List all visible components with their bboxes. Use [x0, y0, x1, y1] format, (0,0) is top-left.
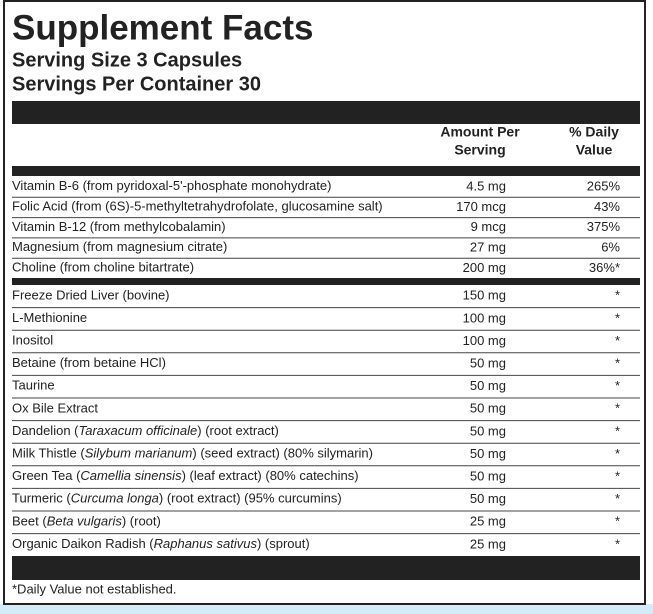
name-part: Ox Bile Extract — [12, 401, 98, 416]
daily-value: * — [615, 446, 620, 461]
ingredient-name: Freeze Dried Liver (bovine) — [12, 288, 170, 303]
footnote: *Daily Value not established. — [12, 581, 177, 596]
name-part: Green Tea ( — [12, 469, 81, 484]
daily-value: * — [615, 491, 620, 506]
daily-value: 265% — [587, 179, 621, 194]
name-part: Beta vulgaris — [47, 514, 123, 529]
amount: 50 mg — [470, 446, 506, 461]
daily-value: * — [615, 514, 620, 529]
ingredient-name: Green Tea (Camellia sinensis) (leaf extr… — [12, 469, 359, 484]
thick-bar — [12, 166, 640, 176]
daily-value: * — [615, 536, 620, 551]
title: Supplement Facts — [12, 8, 313, 47]
name-part: Taraxacum officinale — [79, 423, 198, 438]
column-header: Value — [576, 142, 613, 158]
name-part: Dandelion ( — [12, 423, 79, 438]
amount: 50 mg — [470, 378, 506, 393]
daily-value: * — [615, 288, 620, 303]
ingredient-name: Vitamin B-12 (from methylcobalamin) — [12, 219, 226, 234]
name-part: Milk Thistle ( — [12, 446, 85, 461]
ingredient-name: Beet (Beta vulgaris) (root) — [12, 514, 161, 529]
amount: 100 mg — [463, 310, 506, 325]
thick-bar — [12, 278, 640, 285]
servings-per-container: Servings Per Container 30 — [12, 73, 261, 95]
daily-value: * — [615, 356, 620, 371]
column-header: % Daily — [569, 124, 619, 140]
ingredient-name: L-Methionine — [12, 310, 87, 325]
name-part: Organic Daikon Radish ( — [12, 536, 154, 551]
amount: 50 mg — [470, 491, 506, 506]
amount: 50 mg — [470, 423, 506, 438]
amount: 170 mcg — [456, 199, 506, 214]
ingredient-name: Organic Daikon Radish (Raphanus sativus)… — [12, 536, 310, 551]
amount: 150 mg — [463, 288, 506, 303]
name-part: Freeze Dried Liver (bovine) — [12, 288, 170, 303]
daily-value: 36%* — [589, 260, 620, 275]
name-part: Vitamin B-12 (from methylcobalamin) — [12, 219, 226, 234]
ingredient-name: Inositol — [12, 333, 53, 348]
amount: 200 mg — [463, 260, 506, 275]
name-part: Taurine — [12, 378, 55, 393]
amount: 25 mg — [470, 536, 506, 551]
name-part: Turmeric ( — [12, 491, 71, 506]
name-part: ) (root extract) — [197, 423, 279, 438]
daily-value: 6% — [601, 239, 620, 254]
name-part: Camellia sinensis — [80, 469, 182, 484]
ingredient-name: Vitamin B-6 (from pyridoxal-5'-phosphate… — [12, 179, 331, 194]
amount: 100 mg — [463, 333, 506, 348]
name-part: Inositol — [12, 333, 53, 348]
daily-value: * — [615, 333, 620, 348]
name-part: Beet ( — [12, 514, 47, 529]
ingredient-name: Ox Bile Extract — [12, 401, 98, 416]
background-strip — [0, 604, 653, 614]
daily-value: * — [615, 401, 620, 416]
ingredient-name: Milk Thistle (Silybum marianum) (seed ex… — [12, 446, 373, 461]
serving-size: Serving Size 3 Capsules — [12, 49, 242, 71]
daily-value: 375% — [587, 219, 621, 234]
thick-bar — [12, 101, 640, 124]
name-part: Choline (from choline bitartrate) — [12, 260, 194, 275]
ingredient-name: Betaine (from betaine HCl) — [12, 356, 166, 371]
name-part: Betaine (from betaine HCl) — [12, 356, 166, 371]
name-part: ) (leaf extract) (80% catechins) — [182, 469, 359, 484]
amount: 27 mg — [470, 239, 506, 254]
name-part: Vitamin B-6 (from pyridoxal-5'-phosphate… — [12, 179, 331, 194]
name-part: ) (sprout) — [257, 536, 310, 551]
ingredient-name: Taurine — [12, 378, 55, 393]
ingredient-name: Choline (from choline bitartrate) — [12, 260, 194, 275]
daily-value: * — [615, 423, 620, 438]
daily-value: * — [615, 469, 620, 484]
amount: 50 mg — [470, 469, 506, 484]
daily-value: * — [615, 310, 620, 325]
name-part: Magnesium (from magnesium citrate) — [12, 239, 227, 254]
name-part: L-Methionine — [12, 310, 87, 325]
ingredient-name: Magnesium (from magnesium citrate) — [12, 239, 227, 254]
column-header: Amount Per — [440, 124, 520, 140]
amount: 9 mcg — [471, 219, 506, 234]
name-part: Raphanus sativus — [154, 536, 258, 551]
amount: 50 mg — [470, 356, 506, 371]
name-part: Silybum marianum — [85, 446, 193, 461]
amount: 25 mg — [470, 514, 506, 529]
ingredient-name: Turmeric (Curcuma longa) (root extract) … — [12, 491, 342, 506]
name-part: ) (root extract) (95% curcumins) — [159, 491, 342, 506]
name-part: ) (root) — [122, 514, 161, 529]
daily-value: 43% — [594, 199, 620, 214]
name-part: Folic Acid (from (6S)-5-methyltetrahydro… — [12, 199, 383, 214]
name-part: Curcuma longa — [71, 491, 159, 506]
thick-bar — [12, 556, 640, 580]
ingredient-name: Dandelion (Taraxacum officinale) (root e… — [12, 423, 279, 438]
ingredient-name: Folic Acid (from (6S)-5-methyltetrahydro… — [12, 199, 383, 214]
daily-value: * — [615, 378, 620, 393]
name-part: ) (seed extract) (80% silymarin) — [192, 446, 373, 461]
amount: 4.5 mg — [466, 179, 506, 194]
amount: 50 mg — [470, 401, 506, 416]
column-header: Serving — [454, 142, 505, 158]
